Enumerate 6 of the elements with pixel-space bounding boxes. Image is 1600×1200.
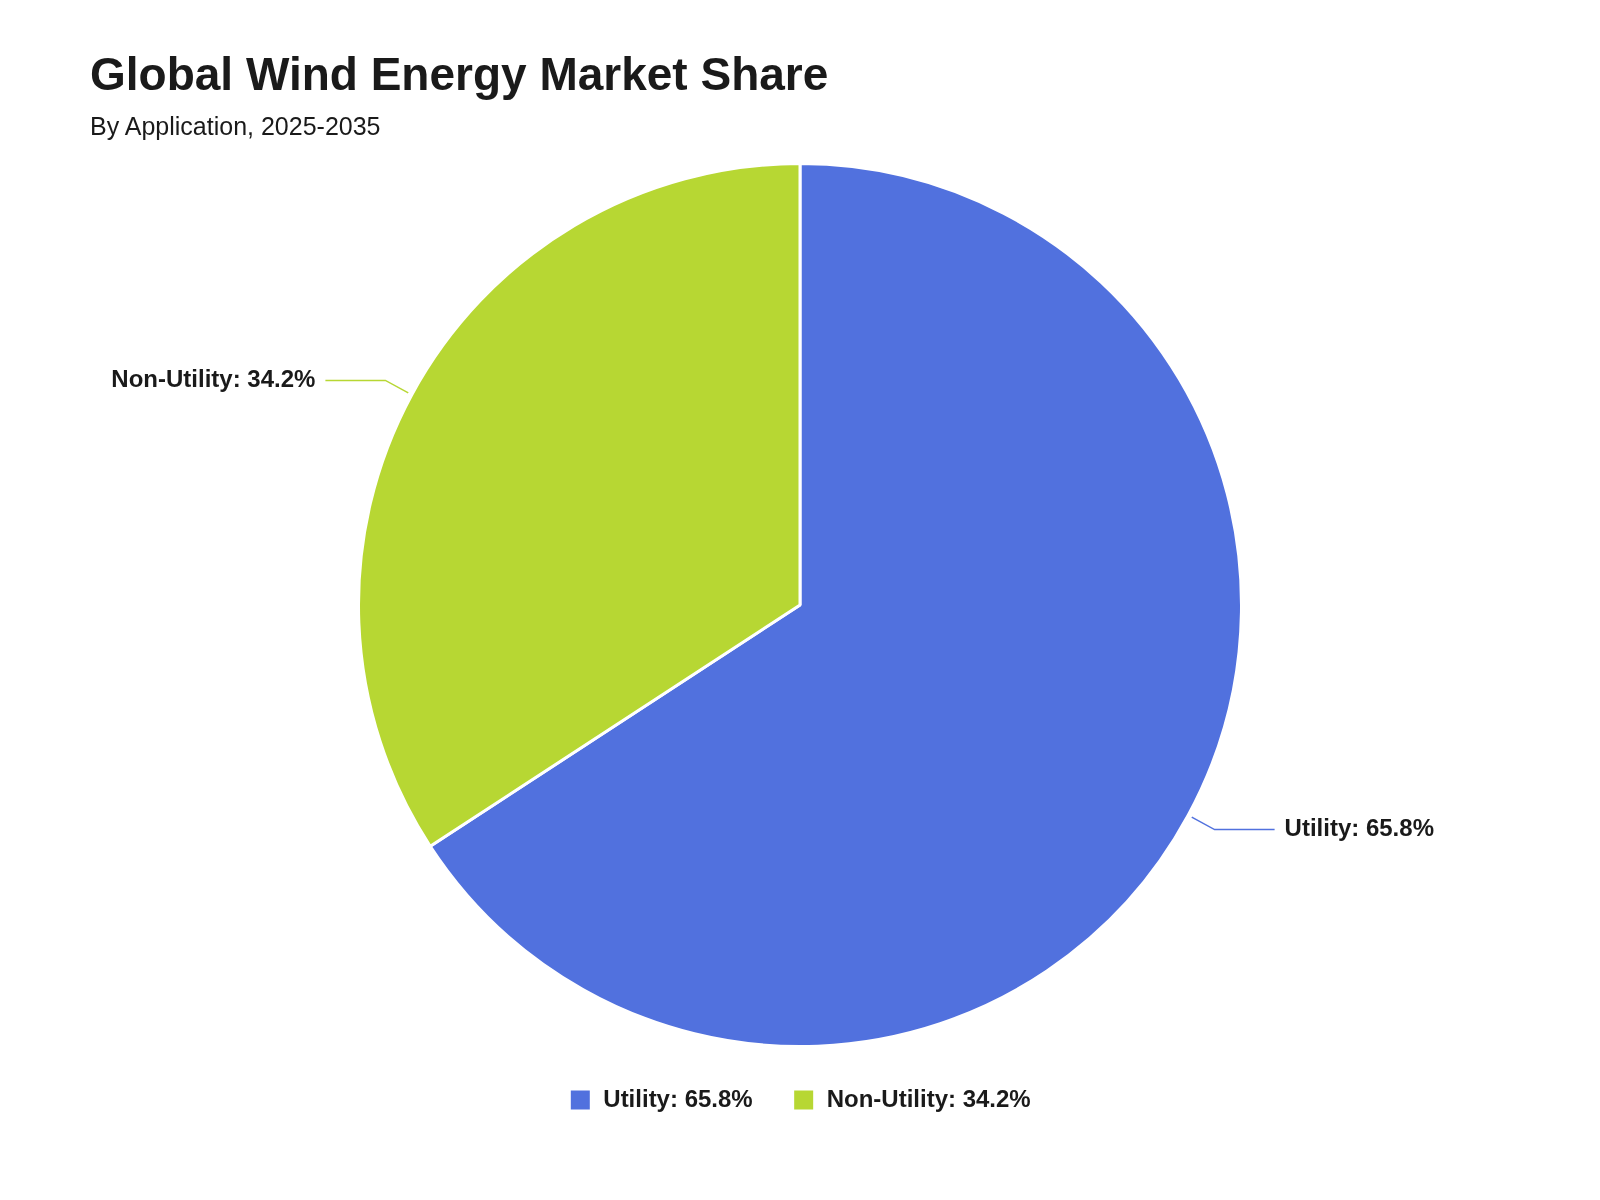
- slice-label: Utility: 65.8%: [1284, 814, 1434, 842]
- slice-label: Non-Utility: 34.2%: [111, 365, 316, 393]
- legend-label: Utility: 65.8%: [603, 1084, 753, 1112]
- legend-label: Non-Utility: 34.2%: [826, 1084, 1031, 1112]
- chart-title: Global Wind Energy Market Share: [89, 47, 830, 102]
- chart-subtitle: By Application, 2025-2035: [89, 111, 382, 142]
